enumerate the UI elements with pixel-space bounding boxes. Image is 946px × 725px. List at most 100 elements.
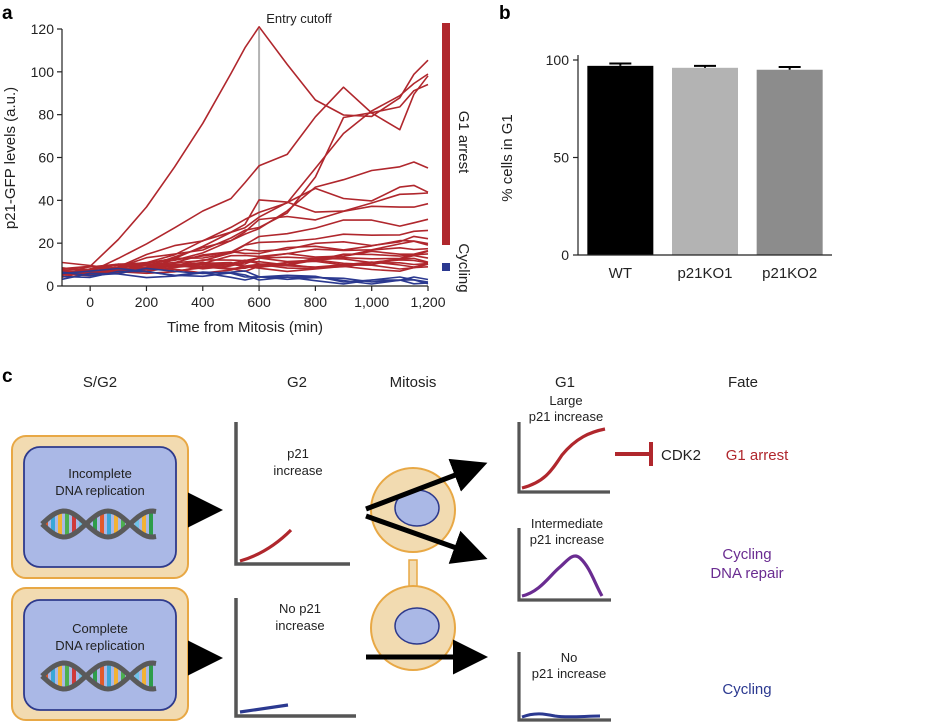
series-g1-arrest-line (61, 239, 429, 275)
fate-g1-arrest: G1 arrest (726, 447, 789, 464)
g2-no-increase-line1: No p21 (279, 601, 321, 616)
dna-helix-icon (40, 508, 157, 540)
stage-g1: G1 (555, 374, 575, 391)
g1-large-line2: p21 increase (529, 409, 603, 424)
mini-axes (234, 422, 350, 566)
y-tick-label: 0 (46, 278, 54, 294)
panel-c-letter: c (2, 366, 13, 387)
legend-cycling-bar (442, 263, 450, 271)
complete-line1: Complete (72, 621, 128, 636)
x-tick-label: 800 (304, 294, 328, 310)
series-g1-arrest-line (61, 83, 429, 275)
series-g1-arrest-line (61, 161, 429, 276)
chart-a: 0 200 400 600 800 1,000 1,200 0 20 40 60 80 100 120 E… (2, 11, 472, 336)
entry-cutoff-label: Entry cutoff (266, 11, 332, 26)
panel-b-letter: b (499, 3, 511, 24)
cell-incomplete-replication: Incomplete DNA replication (11, 435, 189, 579)
y-tick-label: 120 (31, 21, 55, 37)
dna-helix-icon (40, 660, 157, 692)
fate-cycling-repair-line1: Cycling (722, 546, 771, 563)
g2-plot-increase: p21 increase (234, 422, 350, 566)
y-tick-label: 80 (38, 107, 54, 123)
mitosis-dividing-cell (370, 467, 456, 671)
chart-b-axes: WT p21KO1 p21KO2 0 50 100 (546, 52, 832, 282)
p21-curve-increase (239, 528, 293, 563)
chart-a-lines (61, 25, 429, 286)
series-cycling-line (61, 267, 429, 283)
bar-wt (587, 65, 654, 255)
y-tick-label: 100 (31, 64, 55, 80)
p21-curve-none (521, 712, 601, 719)
g1-intermediate-line1: Intermediate (531, 516, 603, 531)
x-tick-label: 1,000 (354, 294, 389, 310)
y-tick-label: 40 (38, 192, 54, 208)
chart-b-ylabel: % cells in G1 (499, 114, 516, 202)
g2-increase-line1: p21 (287, 446, 309, 461)
x-tick-label: 400 (191, 294, 215, 310)
y-tick-label: 20 (38, 235, 54, 251)
series-cycling-line (61, 271, 429, 285)
g2-no-increase-line2: increase (275, 618, 324, 633)
dna-strand (40, 508, 157, 540)
category-label: p21KO2 (762, 265, 817, 282)
g1-plot-large: Large p21 increase (517, 393, 610, 494)
mini-axes (517, 422, 610, 494)
chart-a-xlabel: Time from Mitosis (min) (167, 319, 323, 336)
g1-none-line1: No (561, 650, 578, 665)
p21-curve-large (521, 427, 606, 490)
x-tick-label: 600 (247, 294, 271, 310)
dna-strand (40, 508, 157, 540)
fate-cycling: Cycling (722, 681, 771, 698)
dna-strand (40, 660, 157, 692)
g2-increase-line2: increase (273, 463, 322, 478)
stage-mitosis: Mitosis (390, 374, 437, 391)
cell-complete-replication: Complete DNA replication (11, 587, 189, 721)
legend-g1-arrest-label: G1 arrest (455, 111, 472, 174)
incomplete-line1: Incomplete (68, 466, 132, 481)
x-tick-label: 200 (135, 294, 159, 310)
x-tick-label: 0 (86, 294, 94, 310)
y-tick-label: 100 (546, 52, 570, 68)
series-g1-arrest-line (61, 73, 429, 273)
g1-large-line1: Large (549, 393, 582, 408)
fate-cycling-repair-line2: DNA repair (710, 565, 783, 582)
mini-axes (234, 598, 356, 718)
g1-none-line2: p21 increase (532, 666, 606, 681)
series-g1-arrest-line (61, 261, 429, 271)
g1-plot-intermediate: Intermediate p21 increase (517, 516, 611, 602)
y-tick-label: 50 (553, 150, 569, 166)
series-g1-arrest-line (61, 75, 429, 273)
incomplete-line2: DNA replication (55, 483, 145, 498)
mini-axes (517, 652, 611, 722)
legend-g1-arrest-bar (442, 23, 450, 245)
stage-s-g2: S/G2 (83, 374, 117, 391)
p21-curve-intermediate (521, 554, 604, 598)
stage-fate: Fate (728, 374, 758, 391)
p21-curve-flat (239, 703, 289, 714)
category-label: WT (609, 265, 632, 282)
y-tick-label: 0 (561, 247, 569, 263)
nucleus-incomplete (23, 446, 177, 568)
legend-cycling-label: Cycling (455, 243, 472, 292)
panel-c-diagram: S/G2 G2 Mitosis G1 Fate Incomplete DNA r… (11, 374, 789, 722)
chart-b: WT p21KO1 p21KO2 0 50 100 % cells in G1 (499, 52, 832, 282)
category-label: p21KO1 (677, 265, 732, 282)
x-tick-label: 1,200 (410, 294, 445, 310)
stage-g2: G2 (287, 374, 307, 391)
complete-line2: DNA replication (55, 638, 145, 653)
g2-plot-no-increase: No p21 increase (234, 598, 356, 718)
series-g1-arrest-line (61, 25, 429, 277)
bar-p21ko2 (756, 69, 823, 255)
daughter-nucleus-bottom (394, 607, 440, 645)
dna-strand (40, 660, 157, 692)
nucleus-complete (23, 599, 177, 711)
arrow-icon (365, 458, 488, 512)
mini-axes (517, 528, 611, 602)
chart-a-ylabel: p21-GFP levels (a.u.) (2, 87, 19, 229)
panel-a-letter: a (2, 3, 13, 24)
g1-plot-none: No p21 increase (517, 650, 611, 722)
y-tick-label: 60 (38, 150, 54, 166)
bar-p21ko1 (672, 67, 738, 255)
chart-b-bars (587, 62, 823, 255)
